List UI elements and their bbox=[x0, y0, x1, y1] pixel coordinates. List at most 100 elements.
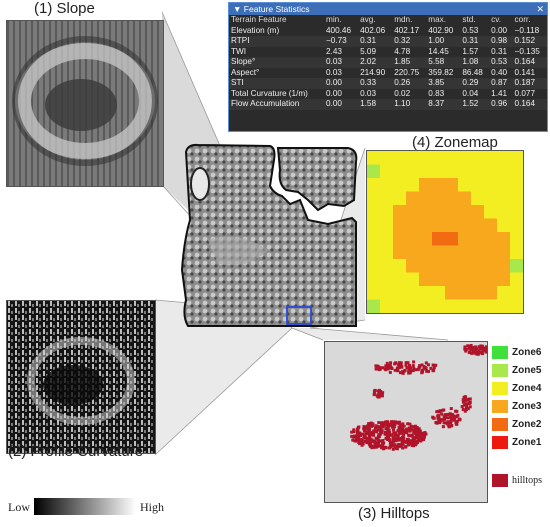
table-cell: 1.00 bbox=[426, 36, 461, 47]
table-cell: RTPI bbox=[229, 36, 324, 47]
legend-item: Zone6 bbox=[492, 346, 541, 359]
profile-curvature-label: (2) Profile Curvature bbox=[8, 443, 144, 460]
column-header[interactable]: mdn. bbox=[394, 15, 413, 24]
table-cell: 0.02 bbox=[394, 88, 411, 98]
table-cell: 0.31 bbox=[491, 46, 508, 56]
slope-texture bbox=[7, 21, 163, 186]
table-cell: 0.03 bbox=[360, 88, 377, 98]
feature-statistics-panel: ▼ Feature Statistics ✕ Terrain Feature mi… bbox=[228, 2, 548, 132]
table-cell: 0.31 bbox=[460, 36, 490, 47]
table-cell: 0.96 bbox=[489, 99, 513, 110]
table-cell: 0.03 bbox=[324, 57, 359, 68]
table-cell: 0.00 bbox=[491, 25, 508, 35]
table-cell: 0.00 bbox=[326, 88, 342, 98]
legend-swatch bbox=[492, 364, 508, 377]
slope-map bbox=[6, 20, 164, 187]
collapse-icon[interactable]: ▼ bbox=[233, 4, 242, 14]
legend-item: Zone3 bbox=[492, 400, 541, 413]
column-header[interactable]: cv. bbox=[491, 15, 501, 24]
table-cell: 2.02 bbox=[358, 57, 393, 68]
legend-item: Zone1 bbox=[492, 436, 541, 449]
table-row: Total Curvature (1/m) 0.00 0.03 0.02 0.83 0.0… bbox=[229, 89, 547, 100]
table-cell: 1.57 bbox=[462, 46, 479, 56]
legend-swatch bbox=[492, 418, 508, 431]
table-cell: Elevation (m) bbox=[231, 25, 280, 35]
table-cell: 0.03 bbox=[326, 67, 342, 77]
terrain-map bbox=[180, 143, 358, 327]
column-header[interactable]: min. bbox=[326, 15, 342, 24]
table-row: Aspect° 0.03 214.90 220.75 359.82 86.48 0.40 0.… bbox=[229, 68, 547, 79]
table-cell: Total Curvature (1/m) bbox=[231, 88, 308, 98]
legend-label: hilltops bbox=[512, 475, 543, 486]
legend-swatch bbox=[492, 400, 508, 413]
table-cell: Aspect° bbox=[231, 67, 260, 77]
table-cell: 0.29 bbox=[460, 78, 490, 89]
legend-swatch bbox=[492, 436, 508, 449]
table-cell: 14.45 bbox=[428, 46, 449, 56]
table-cell: 0.40 bbox=[491, 67, 508, 77]
legend-label: Zone2 bbox=[512, 419, 542, 430]
table-cell: 0.152 bbox=[512, 36, 547, 47]
legend-label: Zone4 bbox=[512, 383, 542, 394]
table-cell: 0.98 bbox=[489, 36, 513, 47]
scale-high-label: High bbox=[140, 500, 164, 514]
table-cell: 0.53 bbox=[462, 25, 479, 35]
table-cell: 0.141 bbox=[514, 67, 536, 77]
legend-swatch bbox=[492, 346, 508, 359]
legend-item: Zone2 bbox=[492, 418, 541, 431]
column-header[interactable]: avg. bbox=[360, 15, 376, 24]
table-row: Flow Accumulation 0.00 1.58 1.10 8.37 1.52 0.9… bbox=[229, 99, 547, 110]
table-cell: 0.00 bbox=[324, 78, 359, 89]
table-cell: 1.10 bbox=[392, 99, 427, 110]
table-cell: 400.46 bbox=[326, 25, 352, 35]
legend-item: Zone4 bbox=[492, 382, 541, 395]
zone-peak-cell bbox=[432, 232, 458, 246]
column-header[interactable]: Terrain Feature bbox=[231, 15, 287, 24]
legend-swatch bbox=[492, 382, 508, 395]
table-cell: 0.00 bbox=[324, 99, 359, 110]
legend-swatch bbox=[492, 474, 508, 487]
legend-item: hilltops bbox=[492, 474, 542, 487]
legend-label: Zone6 bbox=[512, 347, 542, 358]
legend-label: Zone5 bbox=[512, 365, 542, 376]
zonemap-grid bbox=[366, 150, 524, 314]
table-cell: −0.73 bbox=[324, 36, 359, 47]
column-header[interactable]: corr. bbox=[514, 15, 531, 24]
column-header[interactable]: max. bbox=[428, 15, 447, 24]
table-cell: 214.90 bbox=[360, 67, 386, 77]
feature-statistics-titlebar[interactable]: ▼ Feature Statistics ✕ bbox=[229, 3, 547, 15]
table-cell: −0.135 bbox=[514, 46, 540, 56]
table-cell: 0.26 bbox=[392, 78, 427, 89]
hilltops-label: (3) Hilltops bbox=[358, 505, 430, 522]
table-cell: 3.85 bbox=[426, 78, 461, 89]
table-cell: 1.58 bbox=[358, 99, 393, 110]
table-cell: 2.43 bbox=[326, 46, 342, 56]
table-header-row: Terrain Feature min. avg. mdn. max. std. cv. co… bbox=[229, 15, 547, 26]
table-cell: Flow Accumulation bbox=[229, 99, 324, 110]
table-cell: 0.32 bbox=[392, 36, 427, 47]
table-cell: 402.06 bbox=[360, 25, 386, 35]
hilltops-map bbox=[324, 341, 488, 503]
gradient-scale-bar bbox=[34, 498, 136, 515]
table-cell: 220.75 bbox=[394, 67, 420, 77]
selection-box bbox=[286, 306, 312, 325]
zone-legend: Zone6 Zone5 Zone4 Zone3 Zone2 Zone1 hilltops bbox=[492, 346, 550, 496]
column-header[interactable]: std. bbox=[462, 15, 476, 24]
table-cell: STI bbox=[229, 78, 324, 89]
table-cell: 402.17 bbox=[394, 25, 420, 35]
table-cell: 0.83 bbox=[428, 88, 445, 98]
profile-curvature-map bbox=[6, 300, 156, 454]
curvature-texture bbox=[7, 301, 155, 453]
table-cell: 0.164 bbox=[512, 99, 547, 110]
zonemap-label: (4) Zonemap bbox=[412, 134, 498, 151]
table-cell: 4.78 bbox=[394, 46, 411, 56]
close-icon[interactable]: ✕ bbox=[536, 4, 544, 14]
table-cell: 86.48 bbox=[462, 67, 483, 77]
table-cell: 0.53 bbox=[489, 57, 513, 68]
table-cell: 0.31 bbox=[358, 36, 393, 47]
table-cell: 0.04 bbox=[462, 88, 479, 98]
table-cell: 0.077 bbox=[514, 88, 536, 98]
table-cell: 402.90 bbox=[428, 25, 454, 35]
table-row: Slope° 0.03 2.02 1.85 5.58 1.08 0.53 0.164 bbox=[229, 57, 547, 68]
table-cell: 0.33 bbox=[358, 78, 393, 89]
